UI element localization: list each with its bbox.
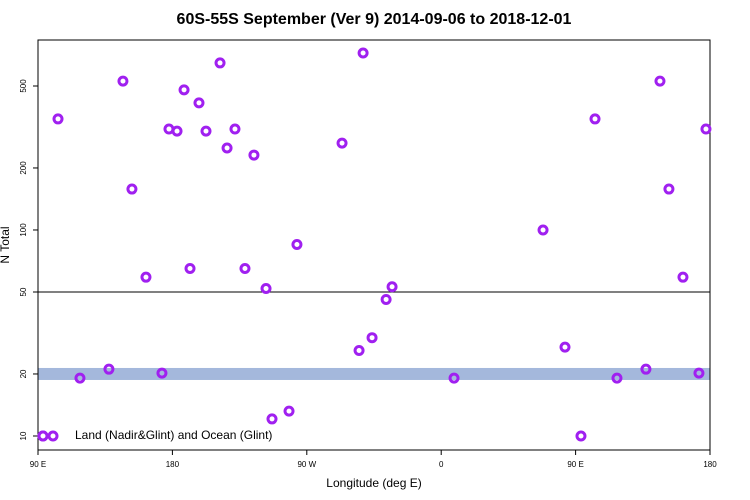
x-tick-label: 180 [166, 460, 180, 469]
point [589, 113, 601, 125]
point [239, 263, 251, 275]
point [559, 341, 571, 353]
point [193, 97, 205, 109]
point [663, 183, 675, 195]
point [200, 125, 212, 137]
y-tick-label: 100 [19, 223, 28, 237]
point [126, 183, 138, 195]
point [184, 263, 196, 275]
point [156, 367, 168, 379]
point [52, 113, 64, 125]
point [248, 149, 260, 161]
y-axis-label: N Total [0, 226, 12, 263]
point [266, 413, 278, 425]
point [171, 125, 183, 137]
point [677, 271, 689, 283]
point [336, 137, 348, 149]
point [357, 47, 369, 59]
point [700, 123, 712, 135]
x-tick-label: 90 E [30, 460, 46, 469]
point [103, 363, 115, 375]
point [366, 332, 378, 344]
reference-band [38, 367, 710, 380]
point [654, 75, 666, 87]
point [117, 75, 129, 87]
point [611, 372, 623, 384]
point [537, 224, 549, 236]
point [140, 271, 152, 283]
point [214, 57, 226, 69]
point [260, 282, 272, 294]
point [221, 142, 233, 154]
x-axis-label: Longitude (deg E) [326, 476, 421, 490]
x-tick-label: 0 [439, 460, 444, 469]
point [353, 344, 365, 356]
y-tick-label: 10 [19, 431, 28, 440]
point [178, 84, 190, 96]
y-tick-label: 50 [19, 287, 28, 296]
legend-marker [37, 430, 49, 442]
point [693, 367, 705, 379]
legend-marker [47, 430, 59, 442]
chart-title: 60S-55S September (Ver 9) 2014-09-06 to … [177, 11, 572, 28]
point [575, 430, 587, 442]
legend-label: Land (Nadir&Glint) and Ocean (Glint) [75, 428, 272, 442]
point [229, 123, 241, 135]
x-tick-label: 90 W [297, 460, 316, 469]
y-tick-label: 500 [19, 79, 28, 93]
point [283, 405, 295, 417]
x-tick-label: 90 E [567, 460, 583, 469]
point [291, 239, 303, 251]
point [380, 293, 392, 305]
plot-frame [37, 39, 711, 451]
y-tick-label: 200 [19, 161, 28, 175]
point [640, 363, 652, 375]
point [386, 281, 398, 293]
point [448, 372, 460, 384]
y-tick-label: 20 [19, 369, 28, 378]
x-tick-label: 180 [703, 460, 717, 469]
point [74, 372, 86, 384]
